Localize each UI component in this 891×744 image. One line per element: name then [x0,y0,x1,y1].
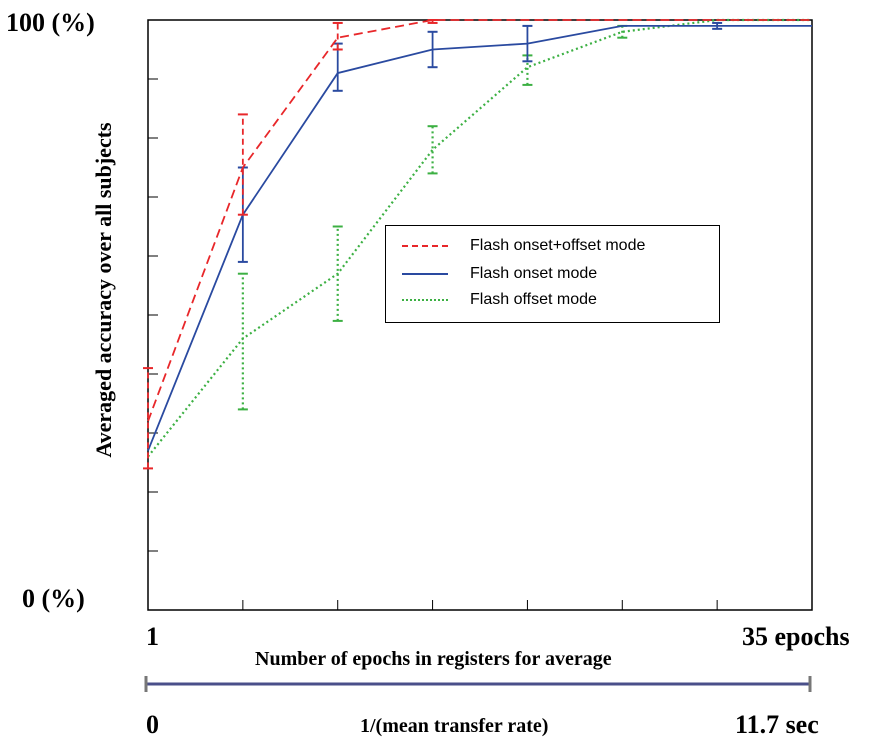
secondary-axis-right-label: 11.7 sec [735,710,819,739]
x-tick-right-label: 35 epochs [742,622,850,651]
series-line-2 [147,18,812,458]
secondary-axis-label: 1/(mean transfer rate) [360,715,549,737]
y-axis-label: Averaged accuracy over all subjects [91,122,116,458]
series-line-1 [147,24,812,452]
y-tick-bottom-label: 0 (%) [22,584,85,613]
secondary-axis-left-label: 0 [146,710,159,739]
legend: Flash onset+offset mode Flash onset mode… [385,225,720,323]
legend-item-onset: Flash onset mode [402,262,597,286]
legend-label-offset: Flash offset mode [470,291,597,308]
legend-item-onset-offset: Flash onset+offset mode [402,234,645,258]
legend-label-onset: Flash onset mode [470,265,598,282]
series-line-0 [147,19,812,422]
legend-swatch-offset [402,299,448,301]
legend-item-offset: Flash offset mode [402,288,597,312]
legend-label-onset-offset: Flash onset+offset mode [470,237,646,254]
legend-swatch-onset [402,273,448,275]
y-tick-top-label: 100 (%) [6,8,95,37]
legend-swatch-onset-offset [402,245,448,247]
x-tick-left-label: 1 [146,622,159,651]
x-axis-label: Number of epochs in registers for averag… [255,648,612,670]
